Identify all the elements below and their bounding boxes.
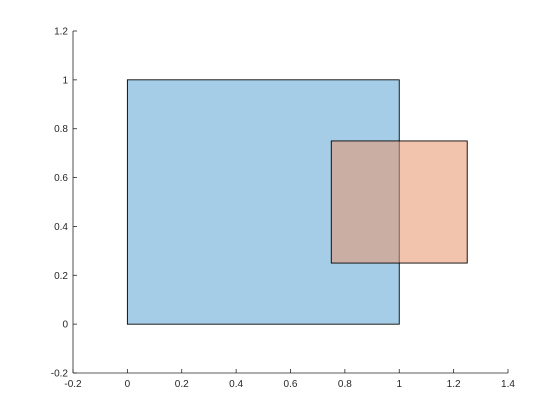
y-tick-label: 0	[62, 320, 68, 331]
x-tick-label: 0.4	[229, 379, 243, 390]
y-tick-label: 1.2	[54, 27, 68, 38]
series-1-patch	[330, 140, 468, 264]
x-tick-label: 0	[125, 379, 131, 390]
y-tick-label: 0.2	[54, 271, 68, 282]
y-tick-label: 0.6	[54, 173, 68, 184]
y-tick-label: 1	[62, 75, 68, 86]
y-tick-label: 0.8	[54, 124, 68, 135]
x-tick-label: 1	[396, 379, 402, 390]
y-tick-label: -0.2	[51, 369, 69, 380]
x-tick-label: 0.2	[175, 379, 189, 390]
x-tick-label: 0.8	[338, 379, 352, 390]
axes-layer: -0.2 0 0.2 0.4 0.6 0.8 1 1.2 1.4 -0.2 0 0.2 0.4 0.6 0.…	[51, 27, 516, 391]
x-tick-label: 1.2	[447, 379, 461, 390]
y-tick-label: 0.4	[54, 222, 68, 233]
x-tick-label: 0.6	[284, 379, 298, 390]
x-tick-label: 1.4	[501, 379, 515, 390]
x-tick-label: -0.2	[64, 379, 82, 390]
shapes-layer	[126, 79, 468, 325]
